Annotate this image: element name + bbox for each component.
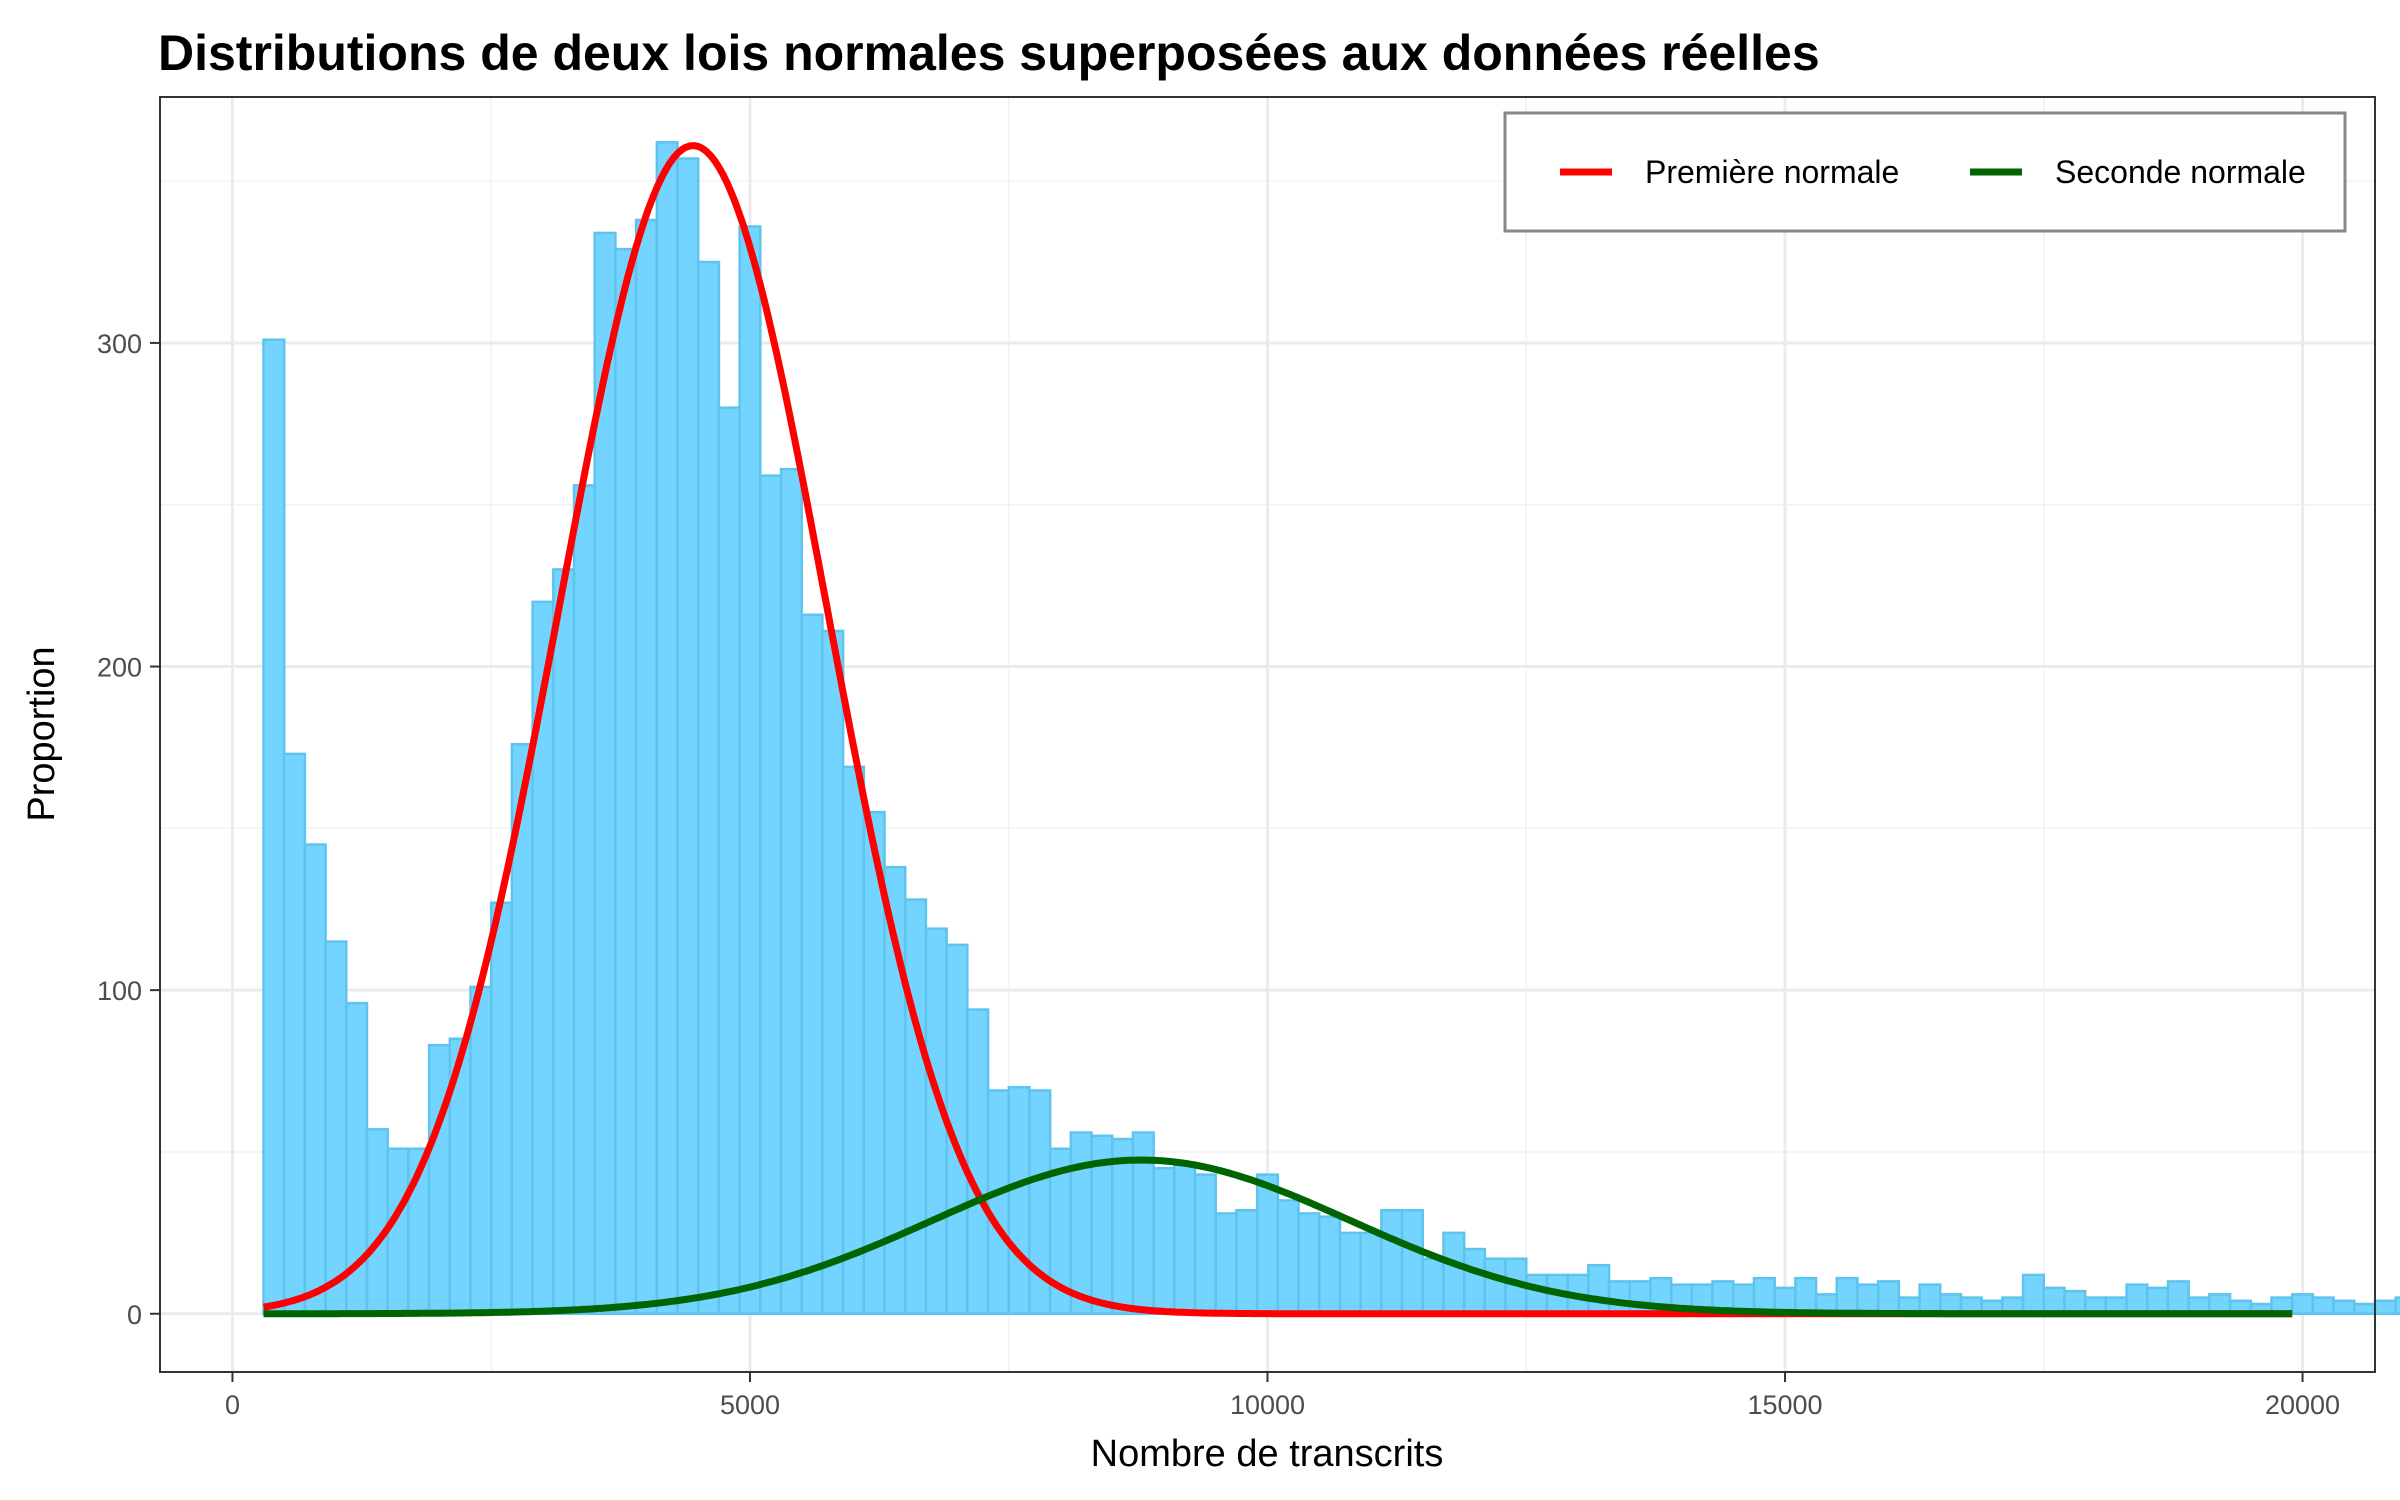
histogram-bar [2373, 1299, 2397, 1316]
x-tick-label: 20000 [2265, 1390, 2340, 1420]
histogram-bar [386, 1147, 410, 1316]
histogram-bar [634, 218, 659, 1316]
histogram-bar [1876, 1280, 1901, 1316]
histogram-bar [572, 484, 596, 1316]
histogram-bar [800, 613, 824, 1316]
histogram-bar [469, 985, 493, 1316]
histogram-bar [1359, 1231, 1383, 1316]
histogram-bar [282, 752, 307, 1316]
chart-title: Distributions de deux lois normales supe… [158, 25, 1820, 81]
histogram-bar [2146, 1286, 2170, 1316]
y-axis-label: Proportion [21, 646, 63, 821]
y-tick-label: 200 [97, 653, 142, 683]
histogram-bar [1380, 1208, 1404, 1316]
histogram-bar [1338, 1231, 1362, 1316]
histogram-bar [1400, 1208, 1425, 1316]
y-tick-label: 0 [127, 1300, 142, 1330]
histogram-bar [2290, 1293, 2315, 1316]
histogram-bar [717, 406, 741, 1316]
histogram-bar [676, 157, 700, 1316]
histogram-bar [759, 474, 783, 1316]
histogram-bar [2166, 1280, 2190, 1316]
legend-label-premiere-normale: Première normale [1645, 154, 1899, 190]
histogram-bar [365, 1128, 389, 1316]
histogram-bar [696, 260, 721, 1316]
histogram-bar [2021, 1273, 2046, 1316]
histogram-bar [2353, 1302, 2377, 1316]
histogram-bar [655, 141, 679, 1316]
histogram-bar [1835, 1276, 1859, 1316]
histogram-bar [2311, 1296, 2335, 1316]
legend: Première normale Seconde normale [1503, 111, 2347, 233]
histogram-bar [1193, 1173, 1217, 1316]
histogram-bar [1152, 1166, 1176, 1316]
histogram-bar [1235, 1208, 1259, 1316]
histogram-bar [1110, 1137, 1135, 1316]
histogram-bar [2042, 1286, 2066, 1316]
histogram-bar [324, 940, 348, 1316]
axis-ticks: 0 5000 10000 15000 20000 0 100 200 300 [97, 329, 2340, 1420]
histogram-bar [966, 1008, 990, 1316]
y-tick-label: 100 [97, 976, 142, 1006]
x-tick-label: 10000 [1230, 1390, 1305, 1420]
histogram-bar [1442, 1231, 1466, 1316]
histogram-bar [262, 338, 286, 1316]
histogram-bar [1856, 1283, 1880, 1316]
histogram-bar [2332, 1299, 2356, 1316]
histogram-bar [821, 629, 845, 1316]
x-tick-label: 0 [225, 1390, 240, 1420]
histogram-bar [489, 901, 514, 1316]
x-tick-label: 15000 [1747, 1390, 1822, 1420]
histogram-bar [1173, 1163, 1197, 1316]
legend-label-seconde-normale: Seconde normale [2055, 154, 2306, 190]
x-axis-label: Nombre de transcrits [1091, 1433, 1444, 1475]
histogram-bar [779, 467, 803, 1316]
histogram-bar [1918, 1283, 1942, 1316]
histogram-bar [1462, 1247, 1487, 1316]
histogram-bar [427, 1043, 452, 1316]
histogram-bar [738, 225, 762, 1316]
y-tick-label: 300 [97, 329, 142, 359]
histogram-bar [1318, 1215, 1342, 1316]
histogram-bar [2125, 1283, 2149, 1316]
histogram-bar [614, 247, 638, 1316]
histogram-bar [1587, 1263, 1611, 1316]
histogram-bar [1483, 1257, 1507, 1316]
histogram-bar [1794, 1276, 1818, 1316]
histogram-bar [1525, 1273, 1549, 1316]
histogram-bar [1607, 1280, 1632, 1316]
curves [262, 142, 2293, 1318]
histogram-bar [1214, 1212, 1238, 1316]
histogram-bar [1276, 1199, 1300, 1316]
histogram-bar [903, 898, 928, 1316]
histogram-bar [1255, 1173, 1280, 1316]
histogram-bar [1069, 1131, 1093, 1316]
histogram-bar [303, 843, 327, 1316]
histogram-bar [1007, 1085, 1031, 1316]
legend-box [1503, 111, 2347, 233]
histogram-bar [2394, 1296, 2400, 1316]
histogram-bar [841, 765, 866, 1316]
histogram-bar [552, 568, 576, 1316]
curve-seconde-normale [263, 1156, 2293, 1318]
histogram-bar [986, 1089, 1010, 1316]
x-tick-label: 5000 [720, 1390, 780, 1420]
histogram-bar [1421, 1257, 1445, 1316]
histogram-bar [1297, 1212, 1321, 1316]
